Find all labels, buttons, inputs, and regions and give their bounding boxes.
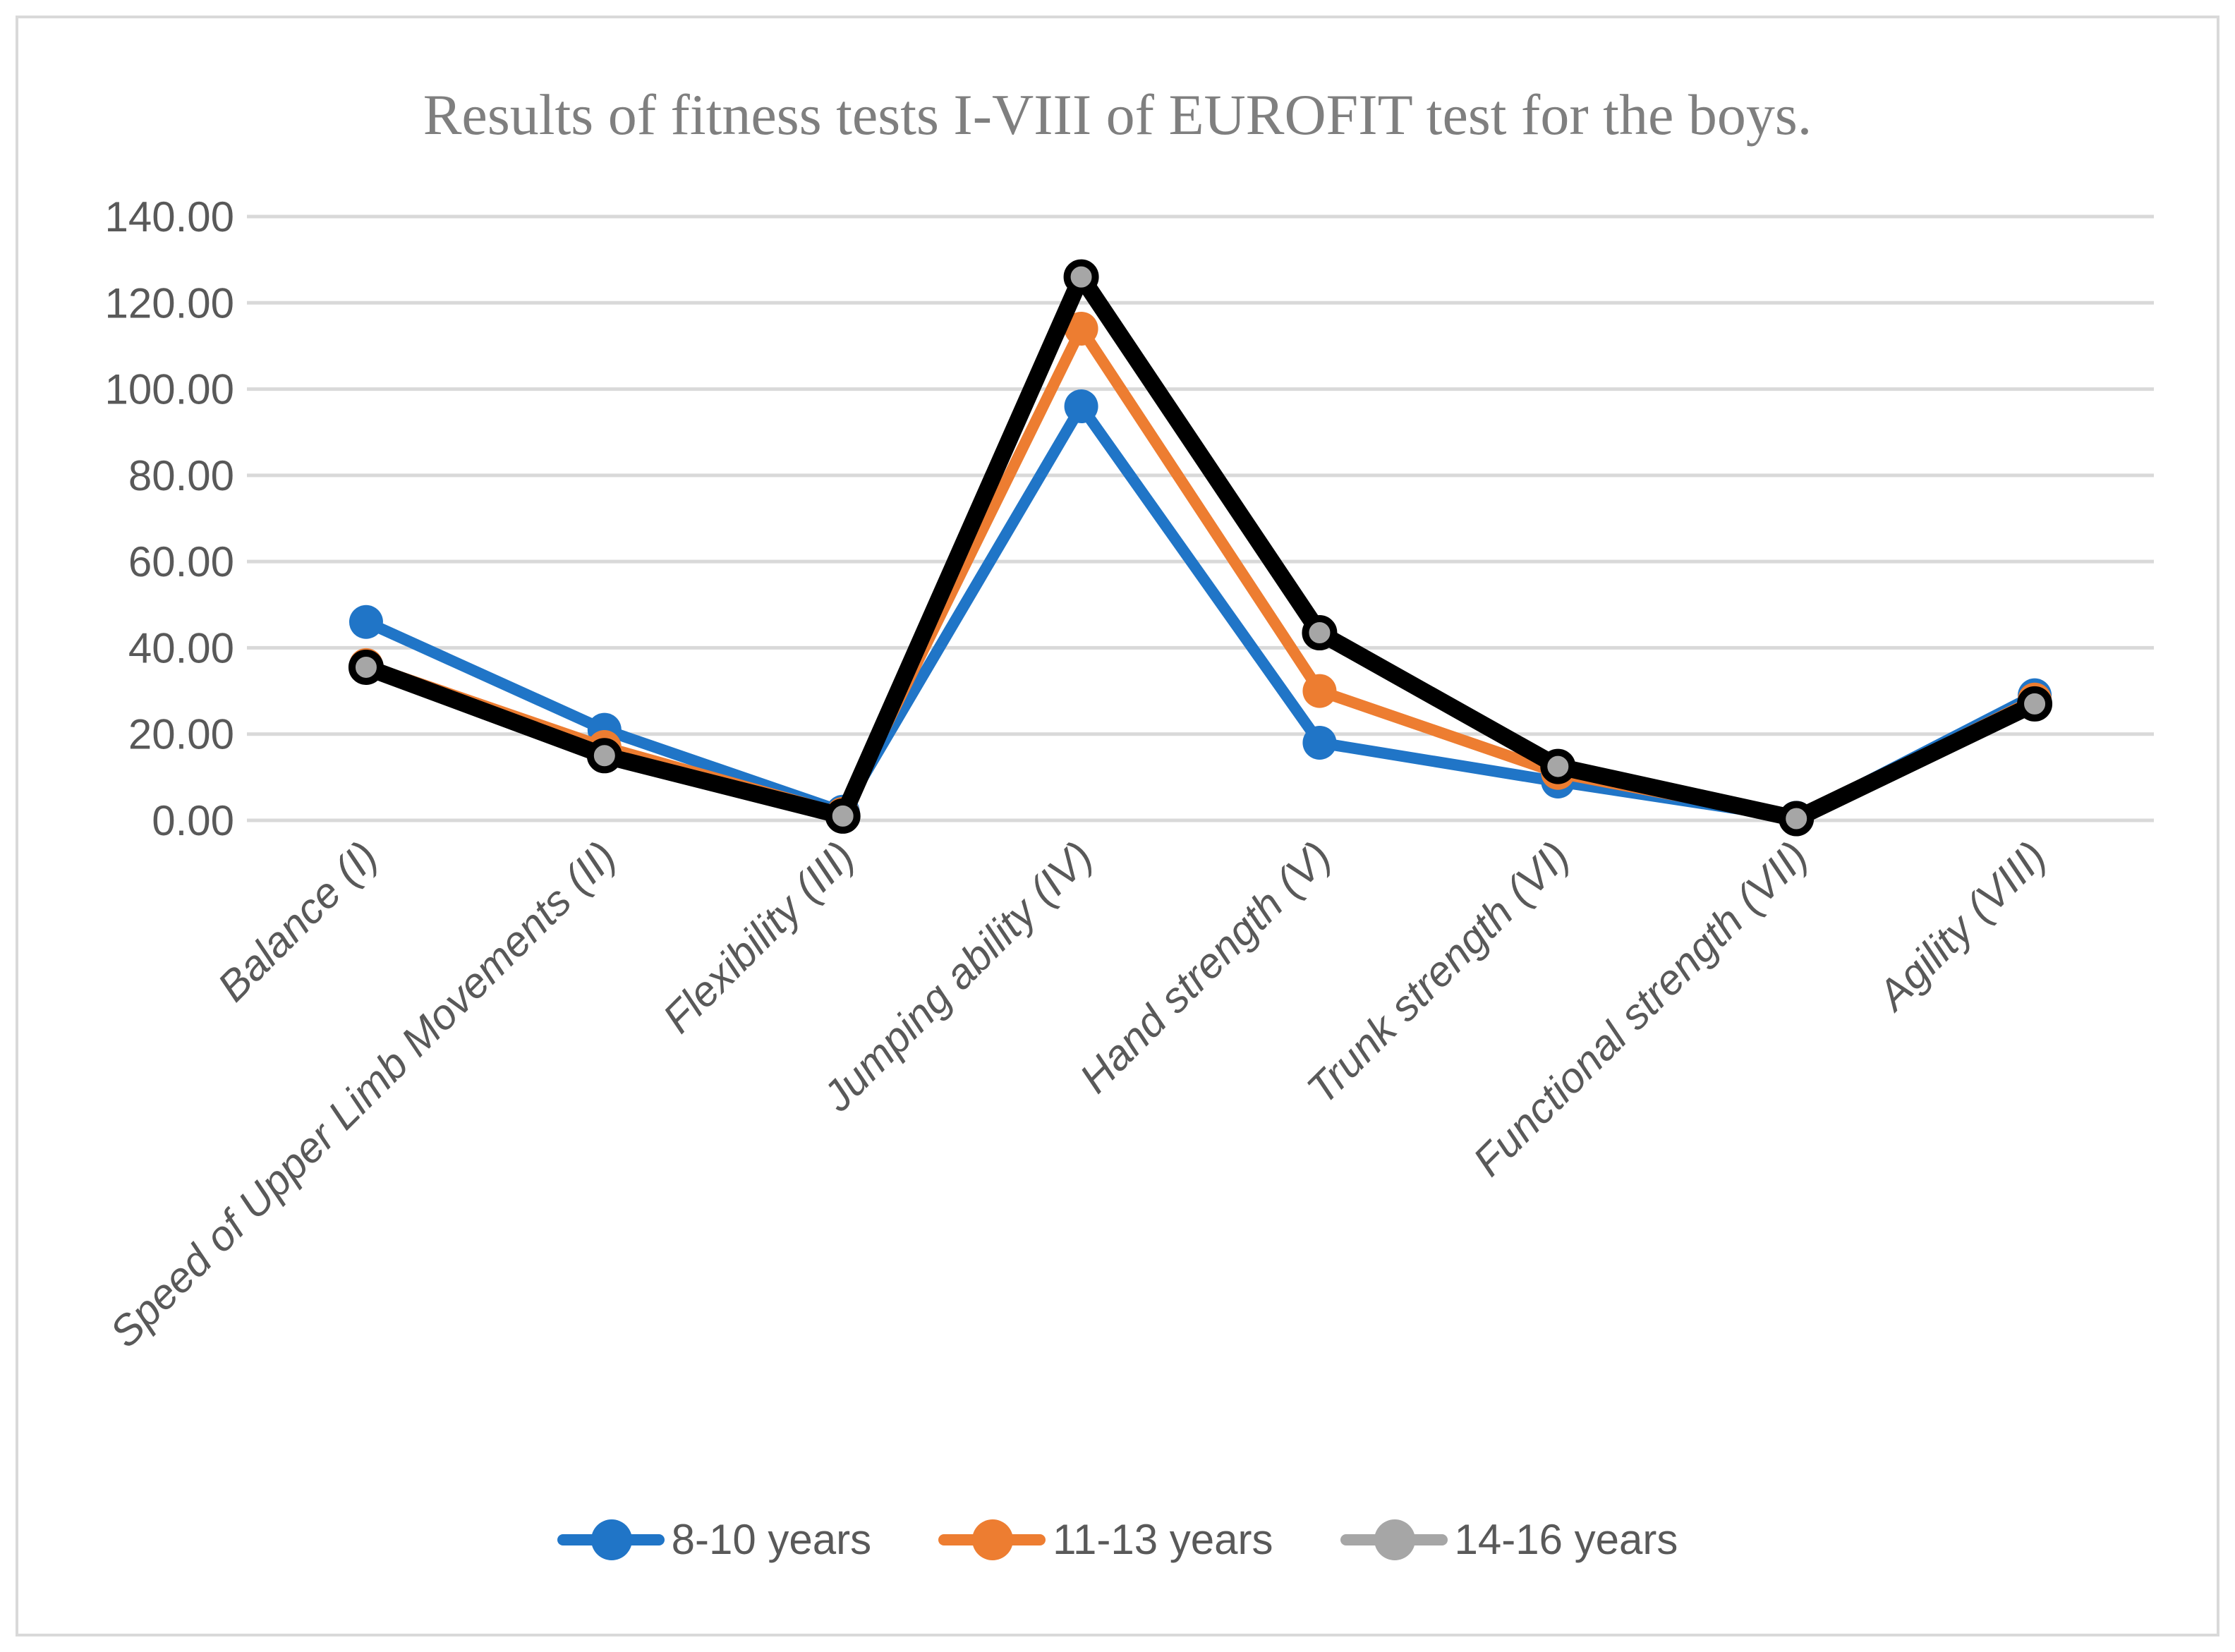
gridlines-and-yticks: 0.00 20.00 40.00 60.00 80.00 100.00 120.00 140.… (104, 193, 2154, 844)
legend-entry: 8-10 years (557, 1515, 871, 1564)
legend-entry: 14-16 years (1340, 1515, 1678, 1564)
data-point-marker (2017, 686, 2053, 722)
data-point-marker (349, 605, 383, 639)
legend-marker-icon (972, 1519, 1014, 1560)
y-tick-label: 40.00 (128, 624, 234, 672)
y-tick-label: 0.00 (152, 797, 234, 844)
y-tick-label: 60.00 (128, 538, 234, 585)
y-tick-label: 120.00 (104, 279, 234, 327)
x-category-label: Speed of Upper Limb Movements (II) (101, 832, 625, 1356)
legend-marker-icon (1374, 1519, 1415, 1560)
legend-swatch (1340, 1517, 1448, 1562)
x-axis-labels: Balance (I)Speed of Upper Limb Movements… (101, 832, 2055, 1356)
data-point-marker (1779, 801, 1815, 837)
x-category-label: Jumping ability (IV) (813, 832, 1102, 1121)
data-point-marker (1302, 674, 1337, 708)
data-point-marker (1540, 748, 1576, 784)
data-point-marker (1063, 259, 1099, 295)
y-tick-label: 80.00 (128, 452, 234, 499)
data-point-marker (1064, 389, 1098, 424)
data-point-marker (348, 649, 384, 685)
data-point-marker (825, 798, 861, 834)
x-category-label: Flexibility (III) (654, 832, 864, 1042)
chart-title: Results of fitness tests I-VIII of EUROF… (423, 83, 1812, 147)
series-14-16-years (348, 259, 2053, 837)
data-point-marker (1064, 311, 1098, 346)
data-point-marker (586, 738, 622, 774)
legend-swatch (938, 1517, 1046, 1562)
y-tick-label: 100.00 (104, 366, 234, 413)
y-tick-label: 20.00 (128, 711, 234, 758)
series-line (357, 268, 2044, 827)
data-point-marker (1302, 725, 1337, 760)
y-tick-label: 140.00 (104, 193, 234, 241)
legend-entry: 11-13 years (938, 1515, 1273, 1564)
legend-label: 11-13 years (1053, 1516, 1273, 1563)
data-point-marker (1302, 615, 1338, 651)
x-category-label: Trunk strength (VI) (1298, 832, 1579, 1113)
legend-label: 14-16 years (1454, 1516, 1678, 1563)
legend: 8-10 years 11-13 years 14-16 years (0, 1515, 2235, 1564)
legend-swatch (557, 1517, 665, 1562)
x-category-label: Balance (I) (209, 832, 387, 1011)
legend-label: 8-10 years (671, 1516, 872, 1563)
legend-marker-icon (590, 1519, 632, 1560)
x-category-label: Agility (VIII) (1867, 832, 2055, 1020)
x-category-label: Hand strength (V) (1070, 832, 1340, 1102)
chart-border (16, 16, 2219, 1636)
